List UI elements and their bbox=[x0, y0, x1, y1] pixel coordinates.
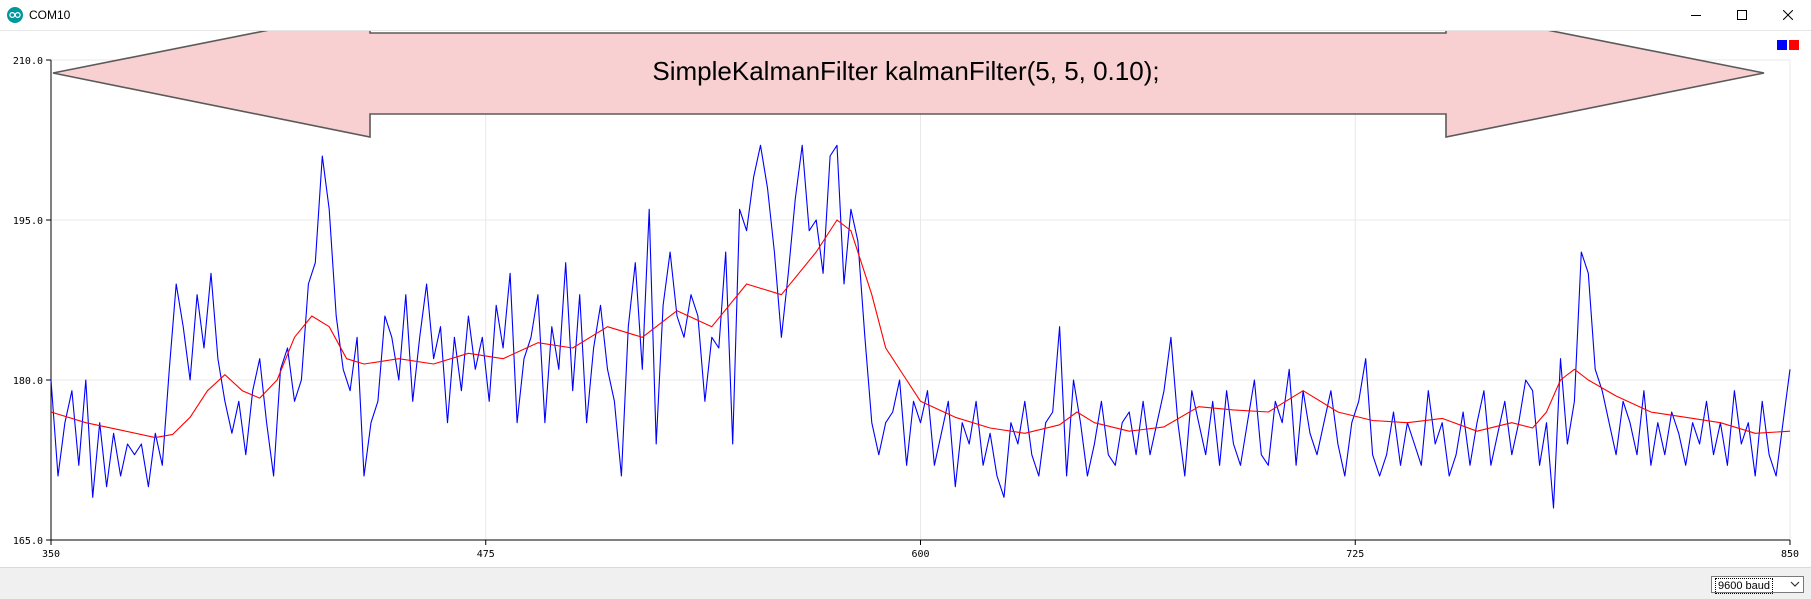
y-tick-label: 195.0 bbox=[13, 216, 43, 227]
baud-rate-value: 9600 baud bbox=[1715, 578, 1773, 594]
y-tick-label: 210.0 bbox=[13, 56, 43, 67]
maximize-icon bbox=[1737, 10, 1747, 20]
double-arrow-shape bbox=[52, 31, 1765, 138]
x-tick-label: 600 bbox=[911, 549, 929, 560]
close-button[interactable] bbox=[1765, 0, 1811, 30]
serial-plotter: 210.0 195.0 180.0 165.0 350 475 600 725 850 Simp… bbox=[0, 31, 1811, 567]
y-tick-label: 165.0 bbox=[13, 536, 43, 547]
legend-swatch-raw bbox=[1777, 40, 1787, 50]
status-bar: 9600 baud bbox=[0, 567, 1811, 599]
maximize-button[interactable] bbox=[1719, 0, 1765, 30]
legend bbox=[1777, 40, 1799, 50]
x-tick-label: 350 bbox=[42, 549, 60, 560]
arduino-icon bbox=[7, 7, 23, 23]
x-tick-label: 725 bbox=[1346, 549, 1364, 560]
window-title: COM10 bbox=[29, 8, 71, 22]
minimize-button[interactable] bbox=[1673, 0, 1719, 30]
annotation-arrow: SimpleKalmanFilter kalmanFilter(5, 5, 0.… bbox=[52, 31, 1765, 138]
series-group bbox=[50, 144, 1791, 509]
baud-rate-select[interactable]: 9600 baud bbox=[1711, 576, 1804, 594]
x-tick-label: 475 bbox=[477, 549, 495, 560]
ticks: 210.0 195.0 180.0 165.0 350 475 600 725 850 bbox=[13, 56, 1799, 560]
grid bbox=[50, 59, 1791, 541]
title-bar: COM10 bbox=[0, 0, 1811, 31]
minimize-icon bbox=[1691, 15, 1701, 16]
plot-canvas: 210.0 195.0 180.0 165.0 350 475 600 725 850 Simp… bbox=[13, 31, 1799, 560]
annotation-text: SimpleKalmanFilter kalmanFilter(5, 5, 0.… bbox=[652, 56, 1159, 86]
legend-swatch-filtered bbox=[1789, 40, 1799, 50]
chevron-down-icon bbox=[1790, 581, 1800, 587]
raw-signal-line bbox=[50, 144, 1791, 509]
x-tick-label: 850 bbox=[1781, 549, 1799, 560]
filtered-signal-line bbox=[50, 219, 1791, 439]
y-tick-label: 180.0 bbox=[13, 376, 43, 387]
close-icon bbox=[1783, 10, 1793, 20]
